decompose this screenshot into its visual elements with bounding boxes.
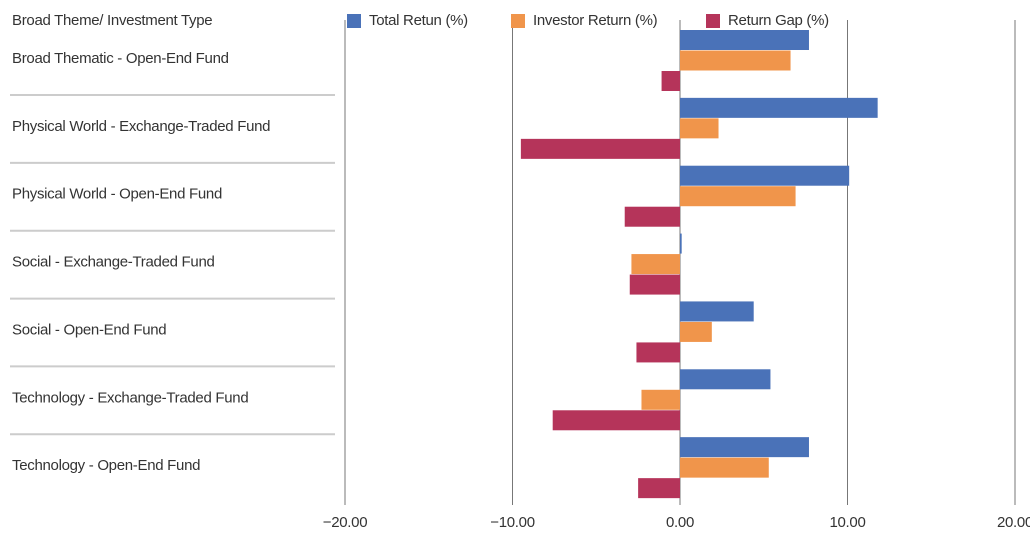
bar: [680, 30, 809, 50]
bar: [641, 389, 680, 410]
bar: [636, 342, 680, 363]
category-label: Technology - Exchange-Traded Fund: [12, 389, 248, 406]
category-header: Broad Theme/ Investment Type: [12, 12, 212, 29]
bar: [680, 233, 682, 254]
category-label: Physical World - Exchange-Traded Fund: [12, 118, 270, 135]
category-label: Social - Exchange-Traded Fund: [12, 254, 215, 271]
legend-label: Investor Return (%): [533, 12, 658, 29]
bar: [680, 437, 809, 458]
x-tick-label: −20.00: [323, 514, 368, 531]
bar: [624, 206, 680, 227]
bar: [631, 254, 680, 275]
bar: [520, 138, 680, 159]
bar: [680, 118, 719, 139]
bar: [552, 410, 680, 431]
bar: [629, 274, 680, 295]
legend-swatch: [347, 14, 361, 28]
x-tick-label: 10.00: [829, 514, 865, 531]
x-tick-label: −10.00: [490, 514, 535, 531]
bar: [680, 457, 769, 478]
bar: [680, 165, 850, 186]
bar: [680, 97, 878, 118]
legend-swatch: [706, 14, 720, 28]
bar: [638, 478, 680, 499]
category-label: Broad Thematic - Open-End Fund: [12, 50, 229, 67]
bar: [661, 71, 680, 91]
category-label: Physical World - Open-End Fund: [12, 186, 222, 203]
legend-label: Total Retun (%): [369, 12, 468, 29]
category-label: Technology - Open-End Fund: [12, 457, 200, 474]
legend-label: Return Gap (%): [728, 12, 829, 29]
bar: [680, 321, 712, 342]
legend-swatch: [511, 14, 525, 28]
x-tick-label: 0.00: [666, 514, 694, 531]
category-label: Social - Open-End Fund: [12, 321, 166, 338]
bar: [680, 301, 754, 322]
x-tick-label: 20.00: [997, 514, 1030, 531]
bar: [680, 186, 796, 207]
bar: [680, 369, 771, 390]
bar: [680, 50, 791, 71]
